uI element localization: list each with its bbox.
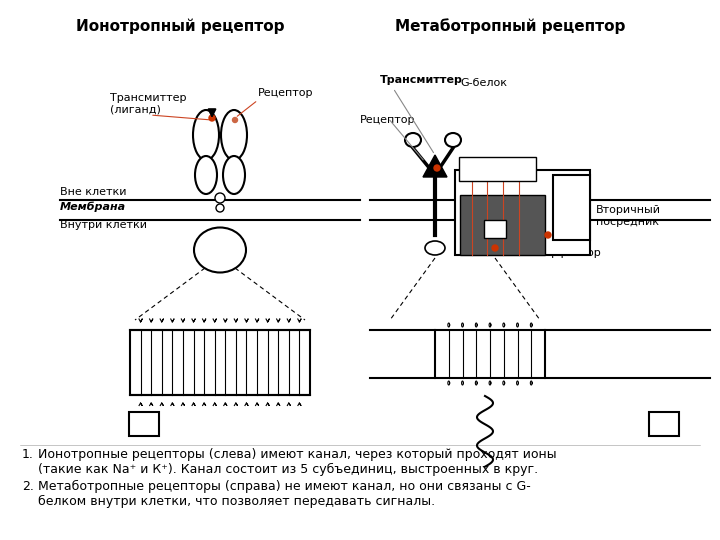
Ellipse shape — [195, 156, 217, 194]
Text: Ионотропный рецептор: Ионотропный рецептор — [76, 18, 284, 33]
Text: Вне клетки: Вне клетки — [60, 187, 127, 197]
FancyBboxPatch shape — [129, 412, 159, 436]
Text: Вторичный
посредник: Вторичный посредник — [596, 205, 661, 227]
Text: Метаботропные рецепторы (справа) не имеют канал, но они связаны с G-
белком внут: Метаботропные рецепторы (справа) не имею… — [38, 480, 531, 508]
FancyBboxPatch shape — [649, 412, 679, 436]
Text: Ионотропные рецепторы (слева) имеют канал, через который проходят ионы
(такие ка: Ионотропные рецепторы (слева) имеют кана… — [38, 448, 557, 476]
Bar — [455, 170, 590, 255]
Circle shape — [209, 115, 215, 121]
Ellipse shape — [405, 133, 421, 147]
Text: Трансмиттер: Трансмиттер — [380, 75, 463, 85]
Circle shape — [545, 232, 551, 238]
Ellipse shape — [193, 110, 219, 160]
Bar — [130, 330, 310, 395]
Text: Рецептор: Рецептор — [360, 115, 415, 125]
Polygon shape — [423, 155, 447, 177]
Ellipse shape — [425, 241, 445, 255]
Bar — [435, 330, 545, 378]
Text: 2.: 2. — [22, 480, 34, 493]
Ellipse shape — [223, 156, 245, 194]
FancyBboxPatch shape — [459, 157, 536, 181]
Text: 2: 2 — [660, 418, 668, 432]
Circle shape — [215, 193, 225, 203]
Text: G-белок: G-белок — [460, 78, 507, 88]
Ellipse shape — [221, 110, 247, 160]
Text: Эффектор: Эффектор — [540, 248, 600, 258]
Circle shape — [492, 245, 498, 251]
Text: Внутри клетки: Внутри клетки — [60, 220, 147, 230]
Bar — [553, 175, 590, 240]
Text: Рецептор: Рецептор — [258, 88, 313, 98]
Bar — [460, 195, 545, 255]
Text: Метаботропный рецептор: Метаботропный рецептор — [395, 18, 625, 33]
Circle shape — [434, 165, 440, 171]
Ellipse shape — [445, 133, 461, 147]
Circle shape — [216, 204, 224, 212]
Bar — [484, 220, 506, 238]
Text: Трансмиттер
(лиганд): Трансмиттер (лиганд) — [110, 93, 186, 114]
Text: 1: 1 — [140, 418, 148, 432]
Text: βγ   α: βγ α — [482, 163, 514, 173]
Text: 1.: 1. — [22, 448, 34, 461]
Circle shape — [233, 118, 238, 123]
Ellipse shape — [194, 227, 246, 273]
Text: Мембрана: Мембрана — [60, 202, 126, 212]
